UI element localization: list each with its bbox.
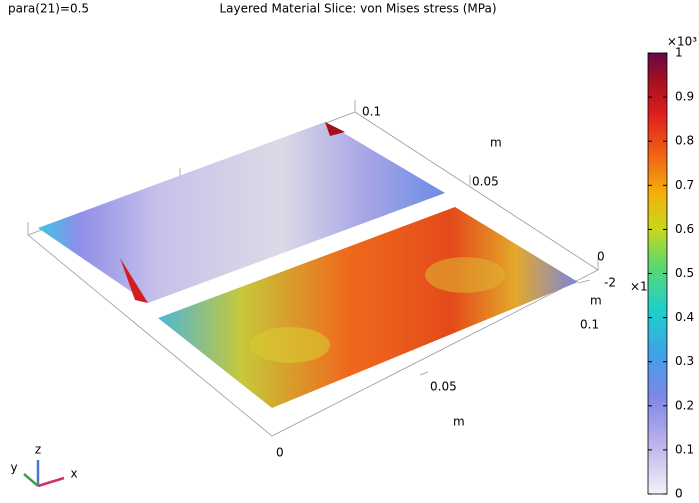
surface-region xyxy=(425,257,505,293)
colorbar-tick-label: 0.7 xyxy=(675,178,694,192)
axis-label: m xyxy=(490,136,502,150)
triad-label: y xyxy=(10,461,17,475)
colorbar-tick-label: 0.9 xyxy=(675,90,694,104)
axis-label: ×1 xyxy=(630,280,648,294)
screen: para(21)=0.5 Layered Material Slice: von… xyxy=(0,0,699,503)
triad-label: x xyxy=(70,467,77,481)
colorbar-tick-label: 0 xyxy=(675,487,683,501)
colorbar-tick-label: 0.4 xyxy=(675,310,694,324)
colorbar-tick-label: 0.3 xyxy=(675,354,694,368)
surface-region xyxy=(250,327,330,363)
axis-label: 0.05 xyxy=(472,175,499,189)
axis-triad: z x y xyxy=(10,443,77,487)
colorbar-tick-label: 0.2 xyxy=(675,398,694,412)
axis-label: m xyxy=(453,415,465,429)
triad-label: z xyxy=(35,443,41,457)
colorbar-tick-label: 0.6 xyxy=(675,222,694,236)
colorbar-tick-label: 0.1 xyxy=(675,442,694,456)
plot-title: Layered Material Slice: von Mises stress… xyxy=(219,2,496,16)
axis-label: 0 xyxy=(597,250,605,264)
colorbar-tick-label: 0.5 xyxy=(675,266,694,280)
axis-label: -2 xyxy=(604,276,616,290)
colorbar-tick-label: 0.8 xyxy=(675,134,694,148)
axis-label: 0.1 xyxy=(580,318,599,332)
axis-label: 0.05 xyxy=(430,380,457,394)
axis-label: m xyxy=(590,294,602,308)
axis-label: 0.1 xyxy=(362,105,381,119)
axis-label: 0 xyxy=(276,446,284,460)
colorbar-tick-label: 1 xyxy=(675,46,683,60)
parameter: para(21)=0.5 xyxy=(8,2,89,16)
